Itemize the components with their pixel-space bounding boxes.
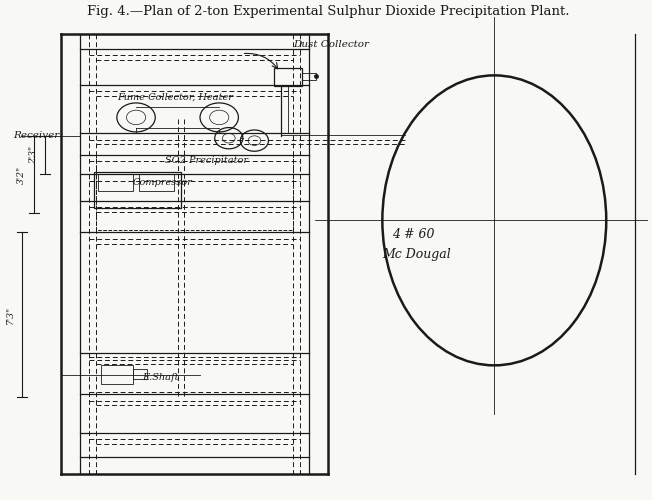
Text: Dust Collector: Dust Collector	[293, 40, 369, 49]
Text: Fume Collector, Heater: Fume Collector, Heater	[117, 93, 233, 102]
Text: E.Shaft: E.Shaft	[142, 373, 179, 382]
Text: Fig. 4.—Plan of 2-ton Experimental Sulphur Dioxide Precipitation Plant.: Fig. 4.—Plan of 2-ton Experimental Sulph…	[87, 6, 569, 18]
Text: 7'3": 7'3"	[5, 306, 14, 324]
Text: Receiver: Receiver	[13, 132, 59, 140]
Text: Mc Dougal: Mc Dougal	[382, 248, 451, 260]
Text: 2'3": 2'3"	[29, 146, 38, 164]
Bar	[133, 369, 147, 379]
Bar	[101, 366, 133, 384]
Bar	[303, 73, 316, 80]
Text: 4 # 60: 4 # 60	[392, 228, 434, 241]
Bar	[140, 174, 175, 192]
Bar	[98, 174, 133, 192]
Text: 3'2": 3'2"	[17, 166, 26, 184]
Bar	[96, 155, 293, 230]
Text: SO2 Precipitator: SO2 Precipitator	[165, 156, 248, 165]
Bar	[274, 68, 303, 86]
Bar	[95, 172, 181, 208]
Text: Compressor: Compressor	[133, 178, 192, 186]
